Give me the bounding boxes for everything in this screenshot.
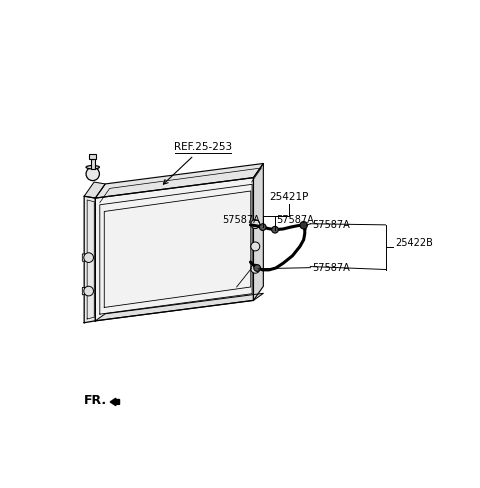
Text: 57587A: 57587A [276, 215, 314, 225]
Text: 57587A: 57587A [312, 263, 350, 273]
Text: REF.25-253: REF.25-253 [174, 142, 232, 152]
Text: 57587A: 57587A [312, 220, 350, 230]
Circle shape [86, 167, 99, 181]
Polygon shape [91, 159, 95, 168]
Circle shape [259, 224, 266, 230]
Text: 25421P: 25421P [269, 192, 309, 202]
Text: 25422B: 25422B [395, 238, 432, 248]
Polygon shape [84, 196, 96, 323]
Circle shape [251, 264, 260, 273]
Circle shape [254, 264, 261, 271]
Polygon shape [96, 178, 253, 321]
Polygon shape [96, 163, 264, 198]
Circle shape [251, 242, 260, 251]
FancyArrow shape [110, 398, 120, 406]
Circle shape [300, 222, 307, 229]
Polygon shape [253, 163, 264, 301]
Circle shape [251, 220, 260, 228]
Polygon shape [83, 287, 89, 295]
Polygon shape [89, 154, 96, 159]
Circle shape [84, 253, 94, 263]
Ellipse shape [86, 165, 99, 169]
Polygon shape [83, 254, 89, 261]
Text: 57587A: 57587A [222, 215, 260, 225]
Polygon shape [96, 293, 264, 321]
Polygon shape [84, 182, 105, 198]
Text: FR.: FR. [84, 394, 108, 407]
Circle shape [84, 286, 94, 296]
Circle shape [272, 226, 278, 233]
